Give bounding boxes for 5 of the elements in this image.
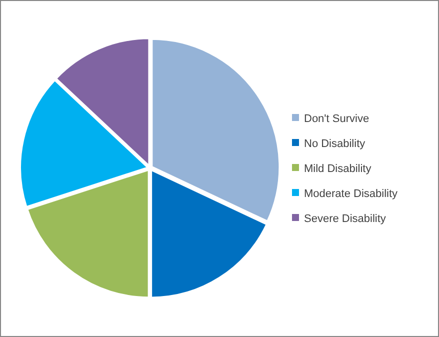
legend-label: Don't Survive <box>304 113 370 125</box>
legend-label: No Disability <box>304 138 366 150</box>
legend-label: Severe Disability <box>304 213 386 225</box>
legend-label: Moderate Disability <box>304 188 398 200</box>
legend-label: Mild Disability <box>304 163 372 175</box>
